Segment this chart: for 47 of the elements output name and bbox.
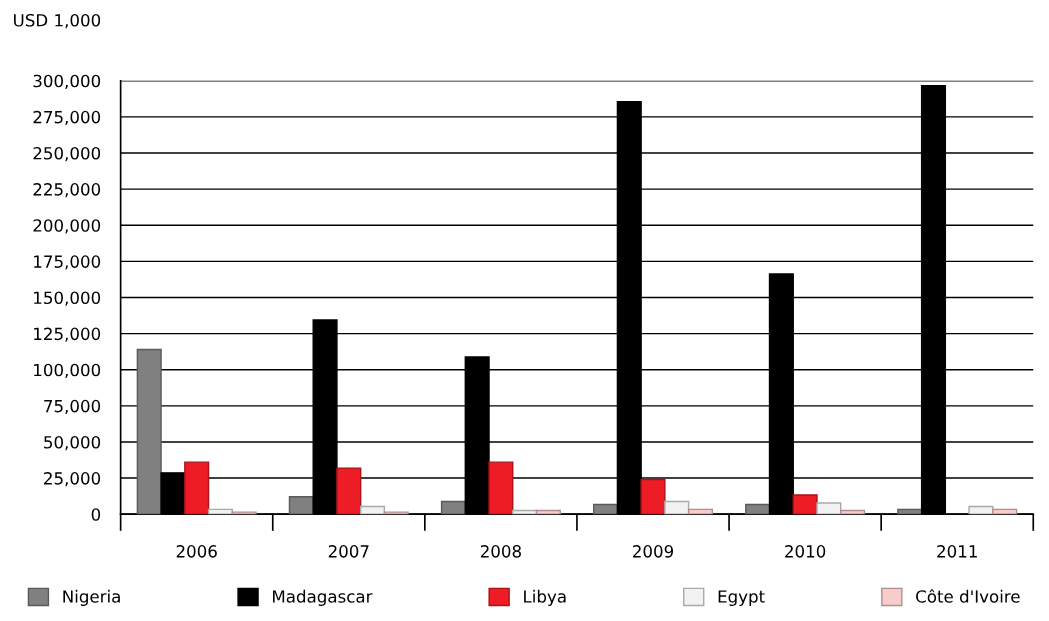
x-tick-label: 2011 — [937, 545, 977, 558]
bar — [383, 511, 409, 515]
y-tick-label: 125,000 — [34, 327, 101, 342]
bar — [535, 509, 561, 515]
bar — [136, 348, 162, 515]
x-tick-label: 2009 — [633, 545, 674, 558]
bar — [336, 467, 362, 515]
bar — [792, 494, 818, 515]
bar — [184, 461, 210, 515]
bar — [160, 472, 186, 515]
y-tick-label: 175,000 — [34, 255, 101, 270]
y-tick-label: 200,000 — [33, 219, 101, 234]
y-tick-label: 300,000 — [33, 74, 101, 89]
y-tick-label: 100,000 — [34, 363, 101, 378]
y-tick-label: 25,000 — [44, 472, 101, 487]
bar — [687, 508, 714, 515]
legend-label: Madagascar — [273, 589, 373, 606]
bar — [840, 509, 866, 515]
y-tick-label: 50,000 — [44, 435, 101, 451]
y-tick-label: 75,000 — [44, 399, 101, 415]
bar — [288, 496, 314, 515]
bar — [488, 461, 514, 515]
legend-label: Egypt — [718, 590, 765, 606]
x-tick-label: 2007 — [328, 545, 369, 558]
bar — [968, 505, 994, 515]
bar — [231, 511, 257, 515]
x-tick-label: 2008 — [480, 545, 521, 558]
bar — [440, 500, 466, 515]
y-tick-label: 225,000 — [33, 183, 101, 198]
legend-label: Nigeria — [63, 589, 120, 606]
bar — [816, 502, 842, 515]
y-tick-label: 275,000 — [33, 110, 101, 126]
bar — [640, 478, 666, 515]
bar — [592, 503, 619, 515]
y-tick-label: 250,000 — [33, 146, 101, 162]
bar — [992, 508, 1018, 515]
bar — [745, 503, 771, 515]
legend-label: Côte d'Ivoire — [916, 589, 1020, 603]
y-tick-label: 0 — [91, 508, 101, 521]
x-tick-label: 2010 — [785, 545, 826, 558]
legend-label: Libya — [524, 589, 566, 606]
bar — [359, 505, 386, 515]
bar — [664, 500, 690, 515]
x-tick-label: 2006 — [176, 545, 217, 558]
bar — [207, 508, 233, 515]
y-axis-title: USD 1,000 — [14, 13, 101, 29]
y-tick-label: 150,000 — [34, 291, 101, 306]
